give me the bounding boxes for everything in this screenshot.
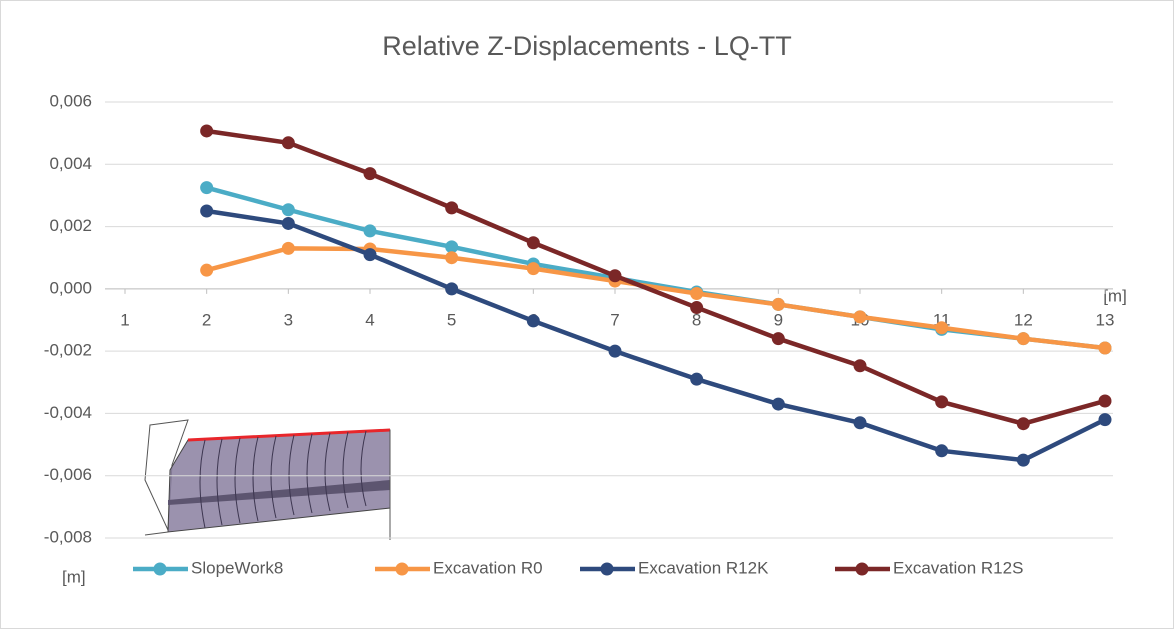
x-tick-label: 4: [365, 310, 374, 329]
data-point: [772, 298, 785, 311]
y-tick-label: -0,008: [44, 527, 92, 546]
data-point: [1099, 413, 1112, 426]
data-point: [690, 301, 703, 314]
data-point: [690, 287, 703, 300]
data-point: [935, 444, 948, 457]
chart-title: Relative Z-Displacements - LQ-TT: [382, 31, 792, 61]
legend-marker: [601, 563, 614, 576]
x-tick-label: 9: [774, 310, 783, 329]
x-tick-label: 1: [120, 310, 129, 329]
data-point: [445, 201, 458, 214]
data-point: [200, 124, 213, 137]
data-point: [1017, 332, 1030, 345]
legend-label: Excavation R0: [433, 558, 543, 577]
data-point: [690, 373, 703, 386]
y-tick-label: 0,000: [49, 278, 92, 297]
data-point: [1017, 454, 1030, 467]
data-point: [364, 248, 377, 261]
data-point: [200, 205, 213, 218]
data-point: [1017, 417, 1030, 430]
data-point: [772, 332, 785, 345]
data-point: [609, 345, 622, 358]
y-tick-label: -0,006: [44, 465, 92, 484]
data-point: [527, 262, 540, 275]
y-tick-label: 0,006: [49, 91, 92, 110]
data-point: [200, 181, 213, 194]
y-tick-label: 0,004: [49, 154, 92, 173]
x-tick-label: 12: [1014, 310, 1033, 329]
data-point: [527, 314, 540, 327]
data-point: [200, 264, 213, 277]
data-point: [364, 224, 377, 237]
data-point: [609, 269, 622, 282]
data-point: [445, 251, 458, 264]
x-tick-label: 3: [284, 310, 293, 329]
y-tick-label: 0,002: [49, 216, 92, 235]
legend-label: Excavation R12S: [893, 558, 1023, 577]
y-tick-label: -0,002: [44, 341, 92, 360]
legend-marker: [856, 563, 869, 576]
legend-label: Excavation R12K: [638, 558, 769, 577]
data-point: [854, 310, 867, 323]
data-point: [282, 242, 295, 255]
chart: Relative Z-Displacements - LQ-TT [m] [m]…: [0, 0, 1174, 629]
data-point: [364, 167, 377, 180]
data-point: [1099, 394, 1112, 407]
data-point: [282, 203, 295, 216]
data-point: [935, 395, 948, 408]
data-point: [282, 136, 295, 149]
x-tick-label: 7: [610, 310, 619, 329]
data-point: [935, 321, 948, 334]
data-point: [854, 359, 867, 372]
legend-marker: [396, 563, 409, 576]
x-tick-label: 5: [447, 310, 456, 329]
y-axis-label: [m]: [62, 567, 86, 586]
data-point: [1099, 342, 1112, 355]
data-point: [772, 398, 785, 411]
x-tick-label: 2: [202, 310, 211, 329]
chart-frame: [1, 1, 1174, 629]
data-point: [854, 416, 867, 429]
data-point: [445, 282, 458, 295]
data-point: [282, 217, 295, 230]
data-point: [527, 236, 540, 249]
legend-marker: [154, 563, 167, 576]
y-tick-label: -0,004: [44, 403, 92, 422]
legend-label: SlopeWork8: [191, 558, 283, 577]
x-tick-label: 13: [1096, 310, 1115, 329]
